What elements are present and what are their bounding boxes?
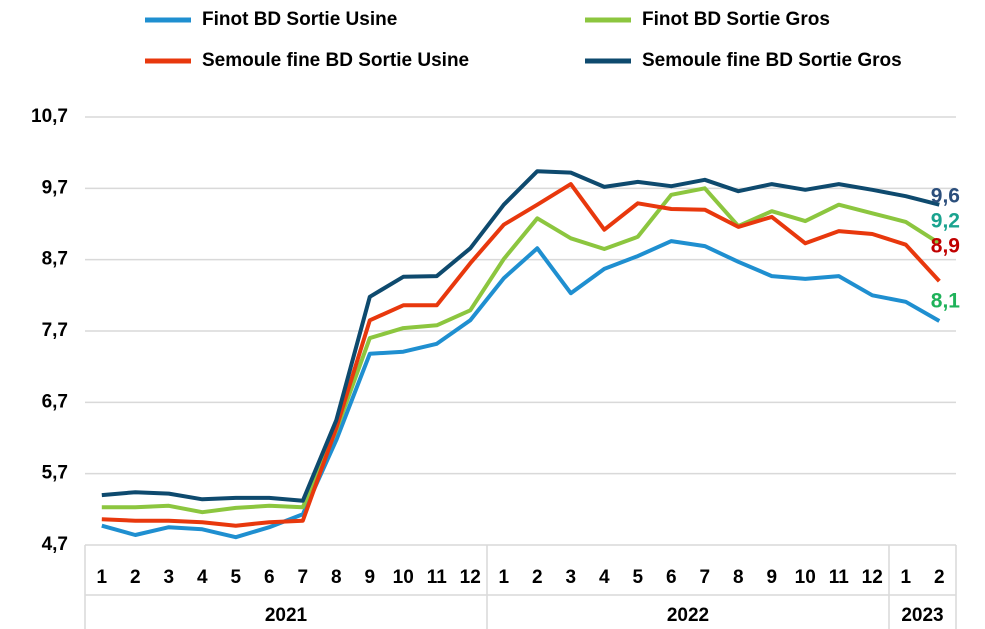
- y-tick-label: 9,7: [42, 177, 68, 198]
- x-tick-label: 3: [163, 567, 174, 588]
- x-tick-label: 6: [666, 567, 677, 588]
- x-tick-label: 7: [297, 567, 308, 588]
- x-tick-label: 7: [699, 567, 710, 588]
- y-tick-label: 6,7: [42, 391, 68, 412]
- series-line: [101, 239, 941, 540]
- legend-label: Finot BD Sortie Usine: [202, 9, 397, 30]
- legend-label: Finot BD Sortie Gros: [642, 9, 830, 30]
- y-tick-label: 7,7: [42, 320, 68, 341]
- y-tick-label: 10,7: [31, 106, 68, 127]
- annotation: 9,6: [931, 185, 960, 208]
- x-tick-label: 8: [331, 567, 342, 588]
- annotation: 8,1: [931, 290, 961, 313]
- x-tick-label: 1: [900, 567, 911, 588]
- x-group-label: 2021: [265, 605, 308, 626]
- x-tick-label: 6: [264, 567, 275, 588]
- y-tick-label: 8,7: [42, 249, 68, 270]
- x-tick-label: 2: [532, 567, 543, 588]
- x-tick-label: 10: [795, 567, 816, 588]
- x-tick-label: 2: [130, 567, 141, 588]
- x-tick-label: 12: [460, 567, 481, 588]
- annotation: 9,2: [931, 210, 960, 233]
- x-tick-label: 9: [364, 567, 375, 588]
- x-tick-label: 10: [393, 567, 414, 588]
- x-tick-label: 12: [862, 567, 883, 588]
- x-group-label: 2022: [667, 605, 709, 626]
- x-tick-label: 5: [230, 567, 241, 588]
- y-tick-label: 5,7: [42, 463, 68, 484]
- x-tick-label: 8: [733, 567, 744, 588]
- y-tick-label: 4,7: [42, 534, 68, 555]
- x-tick-label: 11: [829, 567, 850, 588]
- legend-label: Semoule fine BD Sortie Usine: [202, 50, 469, 71]
- x-tick-label: 1: [498, 567, 509, 588]
- x-tick-label: 5: [632, 567, 643, 588]
- x-tick-label: 4: [599, 567, 610, 588]
- x-tick-label: 11: [427, 567, 448, 588]
- x-group-label: 2023: [901, 605, 943, 626]
- x-tick-label: 3: [565, 567, 576, 588]
- x-tick-label: 2: [934, 567, 945, 588]
- series-line: [101, 169, 940, 503]
- x-tick-label: 4: [197, 567, 208, 588]
- x-tick-label: 9: [766, 567, 777, 588]
- series-line: [101, 186, 941, 515]
- annotation: 8,9: [931, 235, 960, 258]
- x-tick-label: 1: [96, 567, 107, 588]
- series-line: [101, 182, 941, 528]
- legend-label: Semoule fine BD Sortie Gros: [642, 50, 902, 71]
